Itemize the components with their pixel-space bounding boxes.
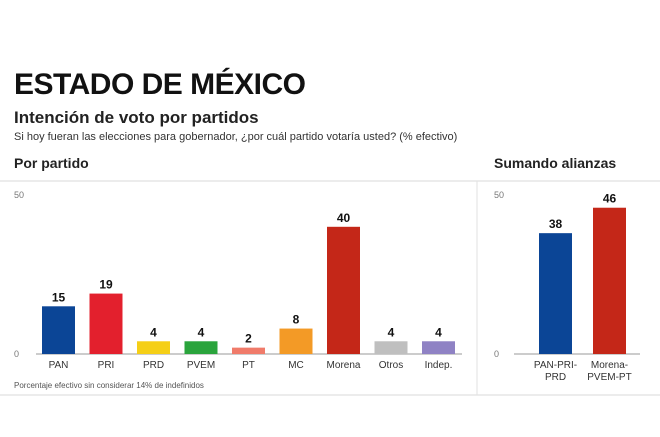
category-label: MC (288, 360, 304, 371)
bar (422, 341, 455, 354)
bar (184, 341, 218, 354)
chart-subtitle: Intención de voto por partidos (14, 108, 259, 127)
footnote: Porcentaje efectivo sin considerar 14% d… (14, 381, 204, 390)
bar (374, 341, 408, 354)
bar (42, 306, 75, 354)
bar-value-label: 4 (150, 325, 157, 339)
category-label: Indep. (425, 360, 453, 371)
category-label: PRI (98, 360, 115, 371)
y-tick-label: 50 (494, 190, 504, 200)
bar-value-label: 8 (293, 313, 300, 327)
y-tick-label: 0 (494, 349, 499, 359)
category-label: Otros (379, 360, 403, 371)
category-label: PVEM (187, 360, 215, 371)
section-label-alliances: Sumando alianzas (494, 155, 617, 171)
category-label: PVEM-PT (587, 372, 631, 383)
section-label-by-party: Por partido (14, 155, 89, 171)
alliance-chart-panel: 50 0 38 PAN-PRI-PRD 46 Morena-PVEM-PT (494, 190, 640, 383)
bar (137, 341, 170, 354)
bar-value-label: 40 (337, 211, 351, 225)
bar-value-label: 38 (549, 217, 563, 231)
category-label: Morena (327, 360, 361, 371)
category-label: PRD (143, 360, 164, 371)
survey-question: Si hoy fueran las elecciones para gobern… (14, 131, 458, 143)
bar-value-label: 15 (52, 290, 66, 304)
bar (593, 207, 626, 354)
bar (89, 293, 123, 354)
category-label: PAN (49, 360, 69, 371)
page-title: ESTADO DE MÉXICO (14, 68, 306, 101)
bar-value-label: 4 (388, 325, 395, 339)
category-label: Morena- (591, 360, 628, 371)
party-chart-panel: 50 0 15 PAN 19 PRI 4 PRD 4 PVEM 2 PT 8 MC 40 Morena 4 Otr… (14, 190, 462, 371)
bar (327, 226, 360, 354)
category-label: PAN-PRI- (534, 360, 577, 371)
bar-value-label: 46 (603, 192, 617, 206)
bar-value-label: 19 (99, 278, 113, 292)
category-label: PRD (545, 372, 566, 383)
y-tick-label: 50 (14, 190, 24, 200)
bar (539, 233, 572, 354)
y-tick-label: 0 (14, 349, 19, 359)
category-label: PT (242, 360, 255, 371)
bar (279, 328, 313, 354)
bar (232, 347, 265, 354)
bar-value-label: 4 (198, 325, 205, 339)
bar-value-label: 2 (245, 332, 252, 346)
bar-value-label: 4 (435, 325, 442, 339)
